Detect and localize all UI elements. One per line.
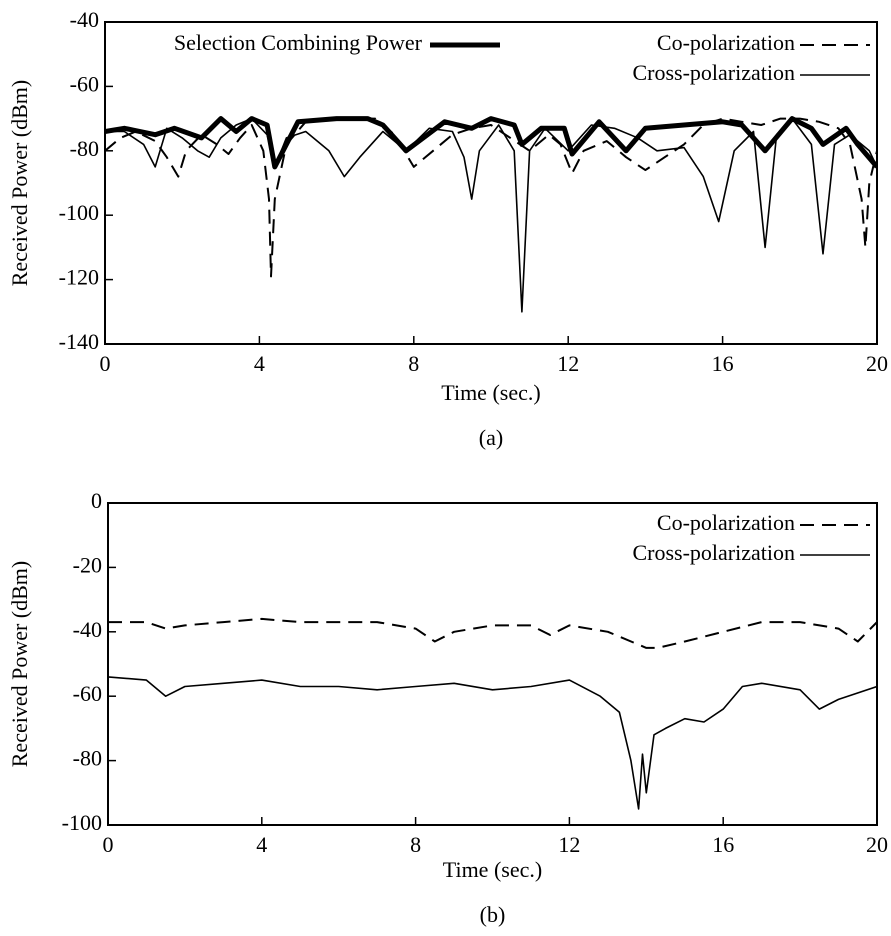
y-tick-label: -120 (59, 265, 99, 290)
legend-label: Cross-polarization (632, 540, 795, 565)
x-tick-label: 8 (408, 351, 419, 376)
legend-label: Co-polarization (657, 510, 795, 535)
y-tick-label: -100 (59, 200, 99, 225)
y-axis-label: Received Power (dBm) (7, 80, 32, 287)
series-line (105, 117, 877, 313)
y-tick-label: -20 (73, 552, 102, 577)
y-tick-label: -80 (73, 746, 102, 771)
legend-label: Co-polarization (657, 30, 795, 55)
y-tick-label: -40 (73, 617, 102, 642)
series-line (105, 116, 877, 170)
x-tick-label: 16 (712, 832, 734, 857)
x-tick-label: 4 (256, 832, 267, 857)
x-tick-label: 12 (558, 832, 580, 857)
legend-label: Selection Combining Power (174, 30, 423, 55)
y-tick-label: -60 (70, 71, 99, 96)
x-tick-label: 0 (100, 351, 111, 376)
series-line (105, 117, 877, 278)
x-axis-label: Time (sec.) (443, 857, 542, 882)
y-tick-label: -40 (70, 7, 99, 32)
x-tick-label: 4 (254, 351, 265, 376)
plot-frame (107, 502, 878, 826)
y-tick-label: -80 (70, 136, 99, 161)
x-tick-label: 20 (866, 832, 888, 857)
caption: (a) (479, 425, 503, 450)
series-line (108, 676, 877, 810)
y-axis-label: Received Power (dBm) (7, 561, 32, 768)
y-tick-label: -140 (59, 329, 99, 354)
x-tick-label: 12 (557, 351, 579, 376)
y-tick-label: -100 (62, 810, 102, 835)
series-line (108, 617, 877, 649)
legend-label: Cross-polarization (632, 60, 795, 85)
x-tick-label: 0 (103, 832, 114, 857)
caption: (b) (480, 902, 506, 927)
x-tick-label: 8 (410, 832, 421, 857)
x-tick-label: 16 (712, 351, 734, 376)
x-axis-label: Time (sec.) (441, 380, 540, 405)
y-tick-label: -60 (73, 681, 102, 706)
y-tick-label: 0 (91, 488, 102, 513)
plot-frame (104, 21, 878, 345)
x-tick-label: 20 (866, 351, 888, 376)
